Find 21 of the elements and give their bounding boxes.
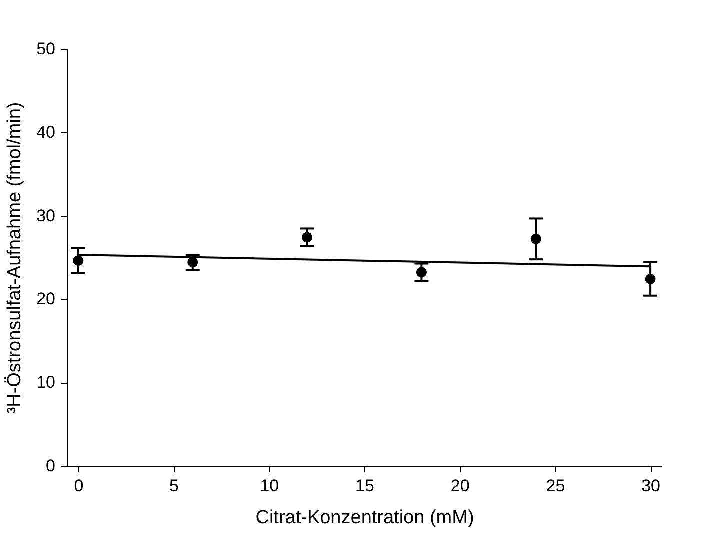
x-tick-label: 30	[642, 476, 661, 496]
point	[416, 267, 427, 278]
point	[645, 274, 656, 284]
y-tick-label: 10	[36, 373, 56, 392]
y-tick-label: 30	[36, 206, 56, 226]
y-axis-title: ³H-Östronsulfat-Aufnahme (fmol/min)	[4, 102, 26, 414]
x-tick-label: 15	[356, 476, 374, 496]
y-tick-label: 40	[36, 122, 56, 142]
x-tick-label: 10	[260, 476, 280, 496]
point	[530, 234, 542, 244]
x-axis-title: Citrat-Konzentration (mM)	[256, 508, 474, 528]
x-tick-label: 0	[74, 476, 84, 496]
point	[188, 257, 198, 268]
point	[302, 232, 313, 243]
y-tick-label: 0	[46, 456, 56, 476]
y-tick-label: 50	[36, 40, 56, 58]
y-tick-label: 20	[36, 290, 56, 309]
point	[73, 256, 84, 266]
x-tick-label: 25	[546, 476, 566, 496]
x-tick-label: 5	[170, 476, 180, 496]
x-tick-label: 20	[450, 476, 470, 496]
